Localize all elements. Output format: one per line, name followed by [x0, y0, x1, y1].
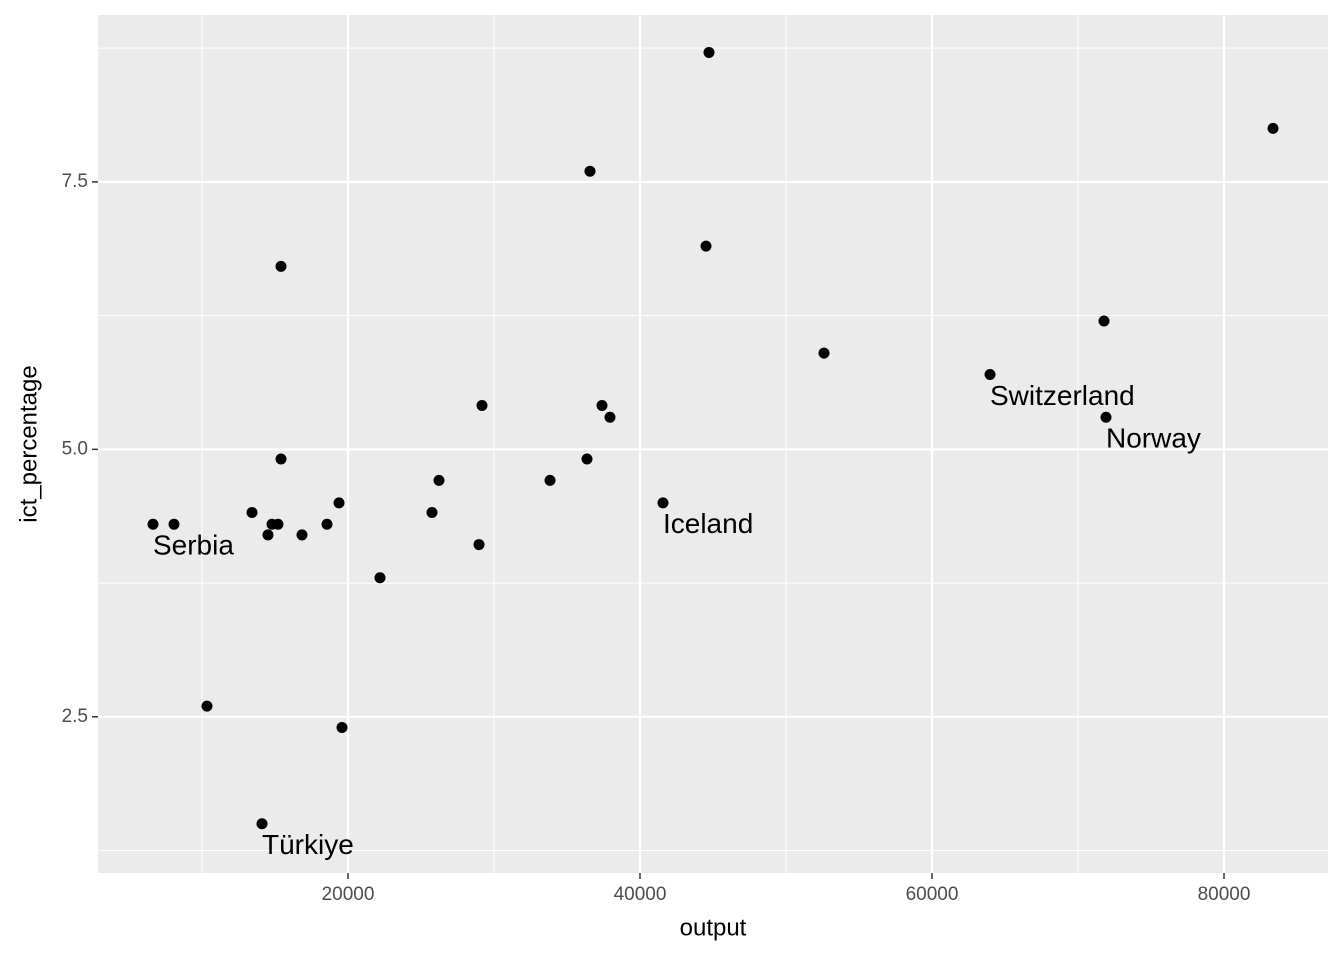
- x-tick-label: 80000: [1198, 884, 1251, 905]
- point: [1267, 122, 1279, 134]
- point: [321, 518, 333, 530]
- point: [262, 529, 274, 541]
- point-label: Iceland: [663, 508, 753, 539]
- point: [544, 474, 556, 486]
- point: [476, 399, 488, 411]
- point: [201, 700, 213, 712]
- point-label: Türkiye: [262, 829, 354, 860]
- point-label: Norway: [1106, 423, 1201, 454]
- x-tick-label: 60000: [906, 884, 959, 905]
- point: [433, 474, 445, 486]
- point: [374, 572, 386, 584]
- point: [703, 46, 715, 58]
- point: [604, 411, 616, 423]
- point: [275, 260, 287, 272]
- point: [818, 347, 830, 359]
- y-tick-label: 2.5: [62, 706, 88, 727]
- point: [473, 539, 485, 551]
- point: [596, 399, 608, 411]
- point: [1098, 315, 1110, 327]
- point: [581, 453, 593, 465]
- point: [246, 506, 258, 518]
- point-label: Switzerland: [990, 380, 1135, 411]
- point: [984, 368, 996, 380]
- x-tick-label: 40000: [614, 884, 667, 905]
- y-axis-title: ict_percentage: [15, 365, 42, 522]
- point: [147, 518, 159, 530]
- x-axis-title: output: [680, 914, 747, 941]
- point: [275, 453, 287, 465]
- point: [657, 497, 669, 509]
- point: [296, 529, 308, 541]
- point: [256, 818, 268, 830]
- point: [336, 722, 348, 734]
- panel: [98, 15, 1328, 873]
- point: [272, 518, 284, 530]
- point-label: Serbia: [153, 530, 234, 561]
- point: [584, 165, 596, 177]
- x-tick-label: 20000: [322, 884, 375, 905]
- point: [168, 518, 180, 530]
- y-tick-label: 7.5: [62, 171, 88, 192]
- point: [333, 497, 345, 509]
- point: [700, 240, 712, 252]
- point: [426, 506, 438, 518]
- point: [1100, 411, 1112, 423]
- y-tick-label: 5.0: [62, 438, 88, 459]
